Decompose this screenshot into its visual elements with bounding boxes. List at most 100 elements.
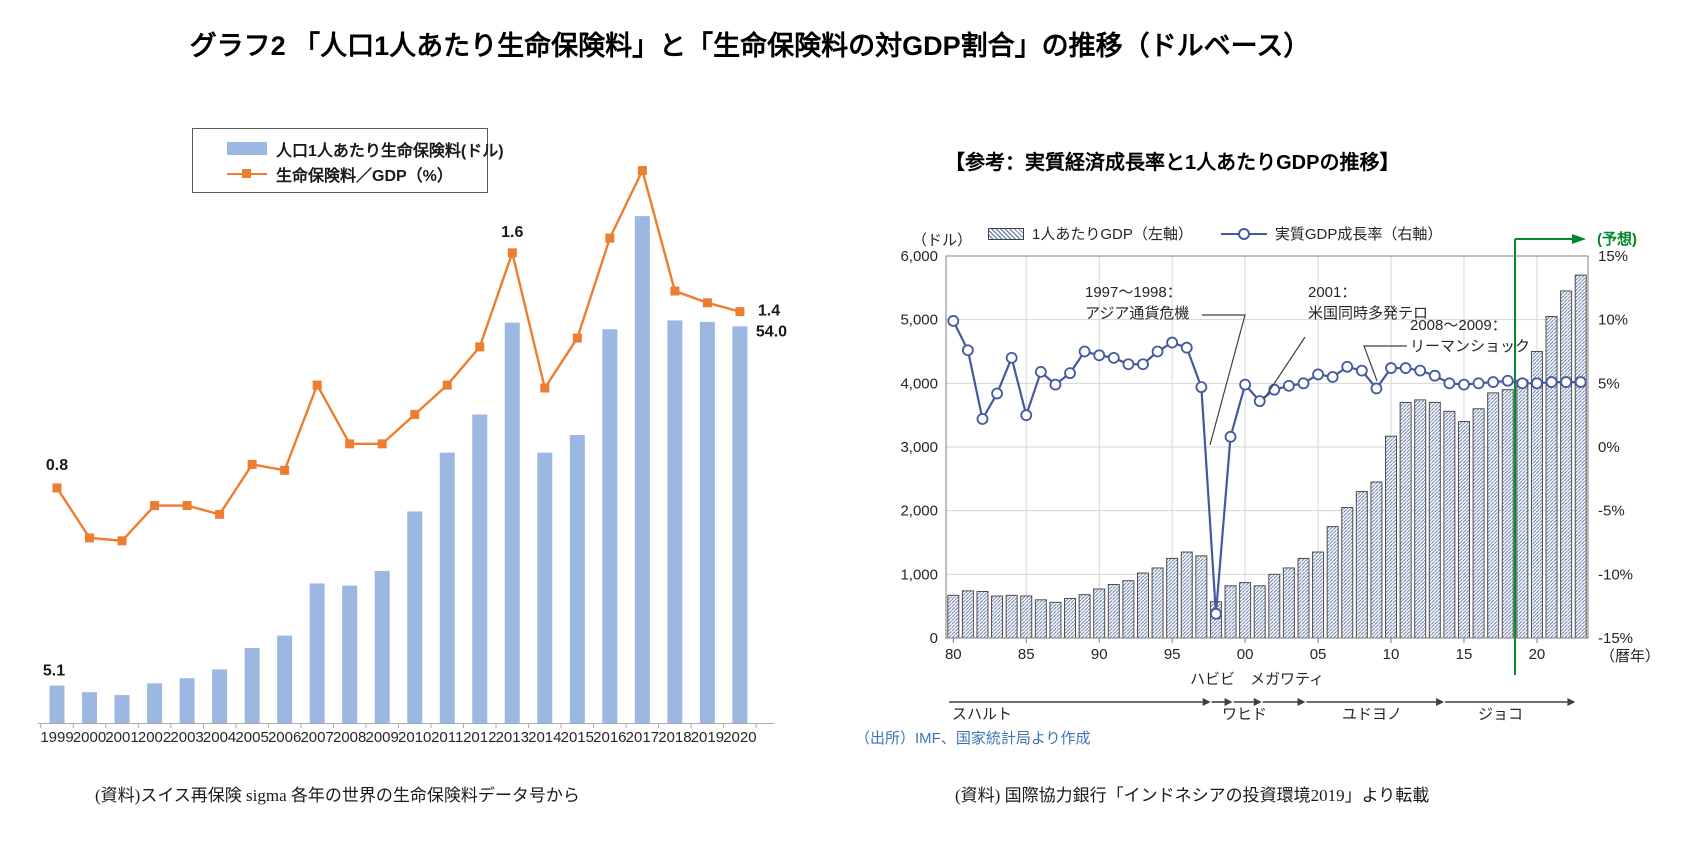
gdp-bar xyxy=(991,595,1004,639)
svg-text:2011: 2011 xyxy=(431,729,463,746)
gdp-bar xyxy=(1370,481,1383,639)
svg-text:2013: 2013 xyxy=(496,729,529,746)
gdp-bar xyxy=(1560,290,1573,639)
gdp-bar xyxy=(1487,392,1500,639)
ratio-marker xyxy=(117,536,127,546)
president-label-yudhoyono: ユドヨノ xyxy=(1342,706,1403,723)
growth-marker xyxy=(947,315,960,327)
premium-bar xyxy=(374,570,390,723)
premium-bar xyxy=(439,452,455,723)
growth-marker xyxy=(1428,369,1441,382)
svg-text:05: 05 xyxy=(1310,646,1327,663)
legend-item-premium-gdp-ratio: 生命保険料／GDP（%） xyxy=(227,161,477,186)
growth-marker xyxy=(1560,376,1573,388)
ratio-marker xyxy=(540,383,550,393)
gdp-bar xyxy=(1122,580,1135,639)
growth-marker xyxy=(1297,377,1310,390)
growth-marker xyxy=(1531,377,1543,390)
growth-marker xyxy=(1545,376,1558,388)
ratio-marker xyxy=(312,380,322,390)
gdp-bar xyxy=(1457,421,1470,639)
svg-text:15%: 15% xyxy=(1598,248,1628,265)
president-timeline xyxy=(949,698,1576,706)
gdp-bars xyxy=(947,274,1587,639)
reference-chart-title: 【参考：実質経済成長率と1人あたりGDPの推移】 xyxy=(945,152,1400,174)
gdp-bar xyxy=(1020,595,1033,639)
gdp-bar xyxy=(1428,401,1441,639)
svg-text:20: 20 xyxy=(1529,646,1546,663)
gdp-bar xyxy=(947,594,960,639)
annotation-callout-lines xyxy=(1202,314,1407,446)
gdp-bar xyxy=(1224,585,1237,639)
ratio-marker xyxy=(410,409,420,419)
ratio-marker xyxy=(247,459,257,469)
gdp-plot-border xyxy=(945,255,1589,639)
ratio-marker xyxy=(637,166,647,176)
svg-text:2000: 2000 xyxy=(73,729,106,746)
president-label-suharto: スハルト xyxy=(952,706,1013,723)
ratio-marker xyxy=(182,501,192,511)
svg-text:2016: 2016 xyxy=(593,729,626,746)
svg-text:-15%: -15% xyxy=(1598,630,1633,647)
svg-text:1,000: 1,000 xyxy=(900,566,938,583)
annotation-september-11: 2001： 米国同時多発テロ xyxy=(1308,284,1429,322)
growth-marker xyxy=(1370,382,1383,395)
svg-text:85: 85 xyxy=(1018,646,1035,663)
legend-item-premium-per-capita: 人口1人あたり生命保険料(ドル) xyxy=(227,136,504,161)
svg-text:5%: 5% xyxy=(1598,375,1620,392)
growth-marker xyxy=(1137,358,1149,371)
gdp-bar xyxy=(1516,379,1529,639)
svg-text:3,000: 3,000 xyxy=(900,439,938,456)
ratio-marker xyxy=(280,465,290,475)
gdp-bar xyxy=(1064,598,1077,639)
gdp-bar xyxy=(1530,351,1543,639)
gdp-bar xyxy=(1385,435,1398,639)
premium-bar xyxy=(732,326,748,723)
growth-marker xyxy=(1180,341,1193,354)
gdp-bar xyxy=(1239,582,1252,639)
gdp-chart-source: （出所）IMF、国家統計局より作成 xyxy=(855,730,1091,747)
svg-text:2006: 2006 xyxy=(268,729,301,746)
gdp-bar xyxy=(1093,588,1106,639)
growth-marker xyxy=(1253,395,1266,408)
svg-text:2007: 2007 xyxy=(300,729,333,746)
growth-marker xyxy=(1093,349,1106,362)
line-swatch-icon xyxy=(227,167,267,180)
svg-text:2014: 2014 xyxy=(528,729,561,746)
premium-chart-legend: 人口1人あたり生命保険料(ドル) 生命保険料／GDP（%） xyxy=(192,128,504,193)
legend-item-gdp-per-capita: 1人あたりGDP（左軸） xyxy=(988,223,1193,244)
premium-bar xyxy=(309,583,325,723)
growth-marker xyxy=(1443,377,1456,390)
premium-bar xyxy=(179,678,195,723)
gdp-bar xyxy=(1151,567,1164,639)
svg-text:2012: 2012 xyxy=(463,729,496,746)
premium-bar xyxy=(602,329,618,723)
growth-marker xyxy=(1166,336,1179,349)
svg-text:0%: 0% xyxy=(1598,439,1620,456)
svg-text:2009: 2009 xyxy=(366,729,399,746)
legend-label-ratio: 生命保険料／GDP（%） xyxy=(276,167,453,185)
premium-bars xyxy=(49,216,748,723)
svg-text:54.0: 54.0 xyxy=(756,323,787,340)
hatched-bar-swatch-icon xyxy=(988,227,1024,240)
forecast-marker xyxy=(1514,234,1587,675)
svg-text:2001: 2001 xyxy=(105,729,138,746)
premium-bar xyxy=(472,414,488,723)
ratio-marker xyxy=(52,483,62,493)
gdp-bar xyxy=(1107,584,1120,639)
gdp-axis-labels: 6,000 5,000 4,000 3,000 2,000 1,000 0 15% 10% 5% 0… xyxy=(900,248,1660,665)
svg-text:-10%: -10% xyxy=(1598,566,1633,583)
premium-bar xyxy=(699,321,715,723)
ratio-marker xyxy=(605,233,615,243)
premium-bar xyxy=(667,320,683,723)
svg-text:0: 0 xyxy=(930,630,938,647)
gdp-bar xyxy=(1268,573,1281,639)
svg-text:00: 00 xyxy=(1237,646,1254,663)
ratio-marker xyxy=(475,342,485,352)
gdp-bar xyxy=(961,590,974,639)
ratio-marker xyxy=(215,509,225,519)
circle-line-swatch-icon xyxy=(1220,227,1267,240)
gdp-chart-svg: 6,000 5,000 4,000 3,000 2,000 1,000 0 15% 10% 5% 0… xyxy=(900,234,1660,706)
gdp-bar xyxy=(1312,551,1325,639)
president-label-wahid: ワヒド xyxy=(1222,706,1268,723)
